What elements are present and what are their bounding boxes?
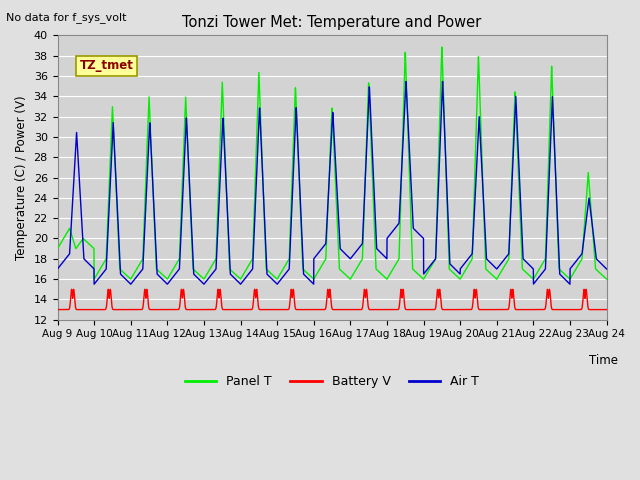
Title: Tonzi Tower Met: Temperature and Power: Tonzi Tower Met: Temperature and Power bbox=[182, 15, 482, 30]
X-axis label: Time: Time bbox=[589, 354, 618, 367]
Text: No data for f_sys_volt: No data for f_sys_volt bbox=[6, 12, 127, 23]
Y-axis label: Temperature (C) / Power (V): Temperature (C) / Power (V) bbox=[15, 95, 28, 260]
Text: TZ_tmet: TZ_tmet bbox=[79, 60, 133, 72]
Legend: Panel T, Battery V, Air T: Panel T, Battery V, Air T bbox=[180, 370, 484, 393]
